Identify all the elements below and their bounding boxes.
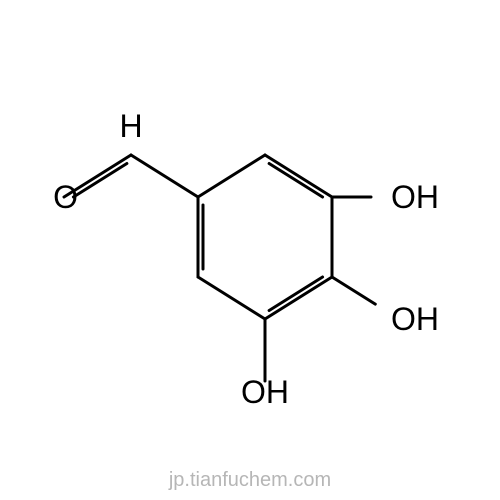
atom-label: O [53, 179, 78, 215]
atom-label: OH [391, 301, 439, 337]
atom-label: H [119, 108, 142, 144]
bond-line [265, 277, 332, 319]
bond-line [332, 277, 375, 304]
bond-line [73, 163, 126, 197]
bond-line [131, 155, 198, 197]
atom-label: OH [241, 374, 289, 410]
molecule-diagram: OHOHOHOH [0, 0, 500, 500]
bond-line [198, 277, 265, 319]
atom-label: OH [391, 179, 439, 215]
bond-line [269, 277, 322, 311]
bond-line [198, 155, 265, 197]
bond-line [269, 163, 322, 197]
bond-line [265, 155, 332, 197]
